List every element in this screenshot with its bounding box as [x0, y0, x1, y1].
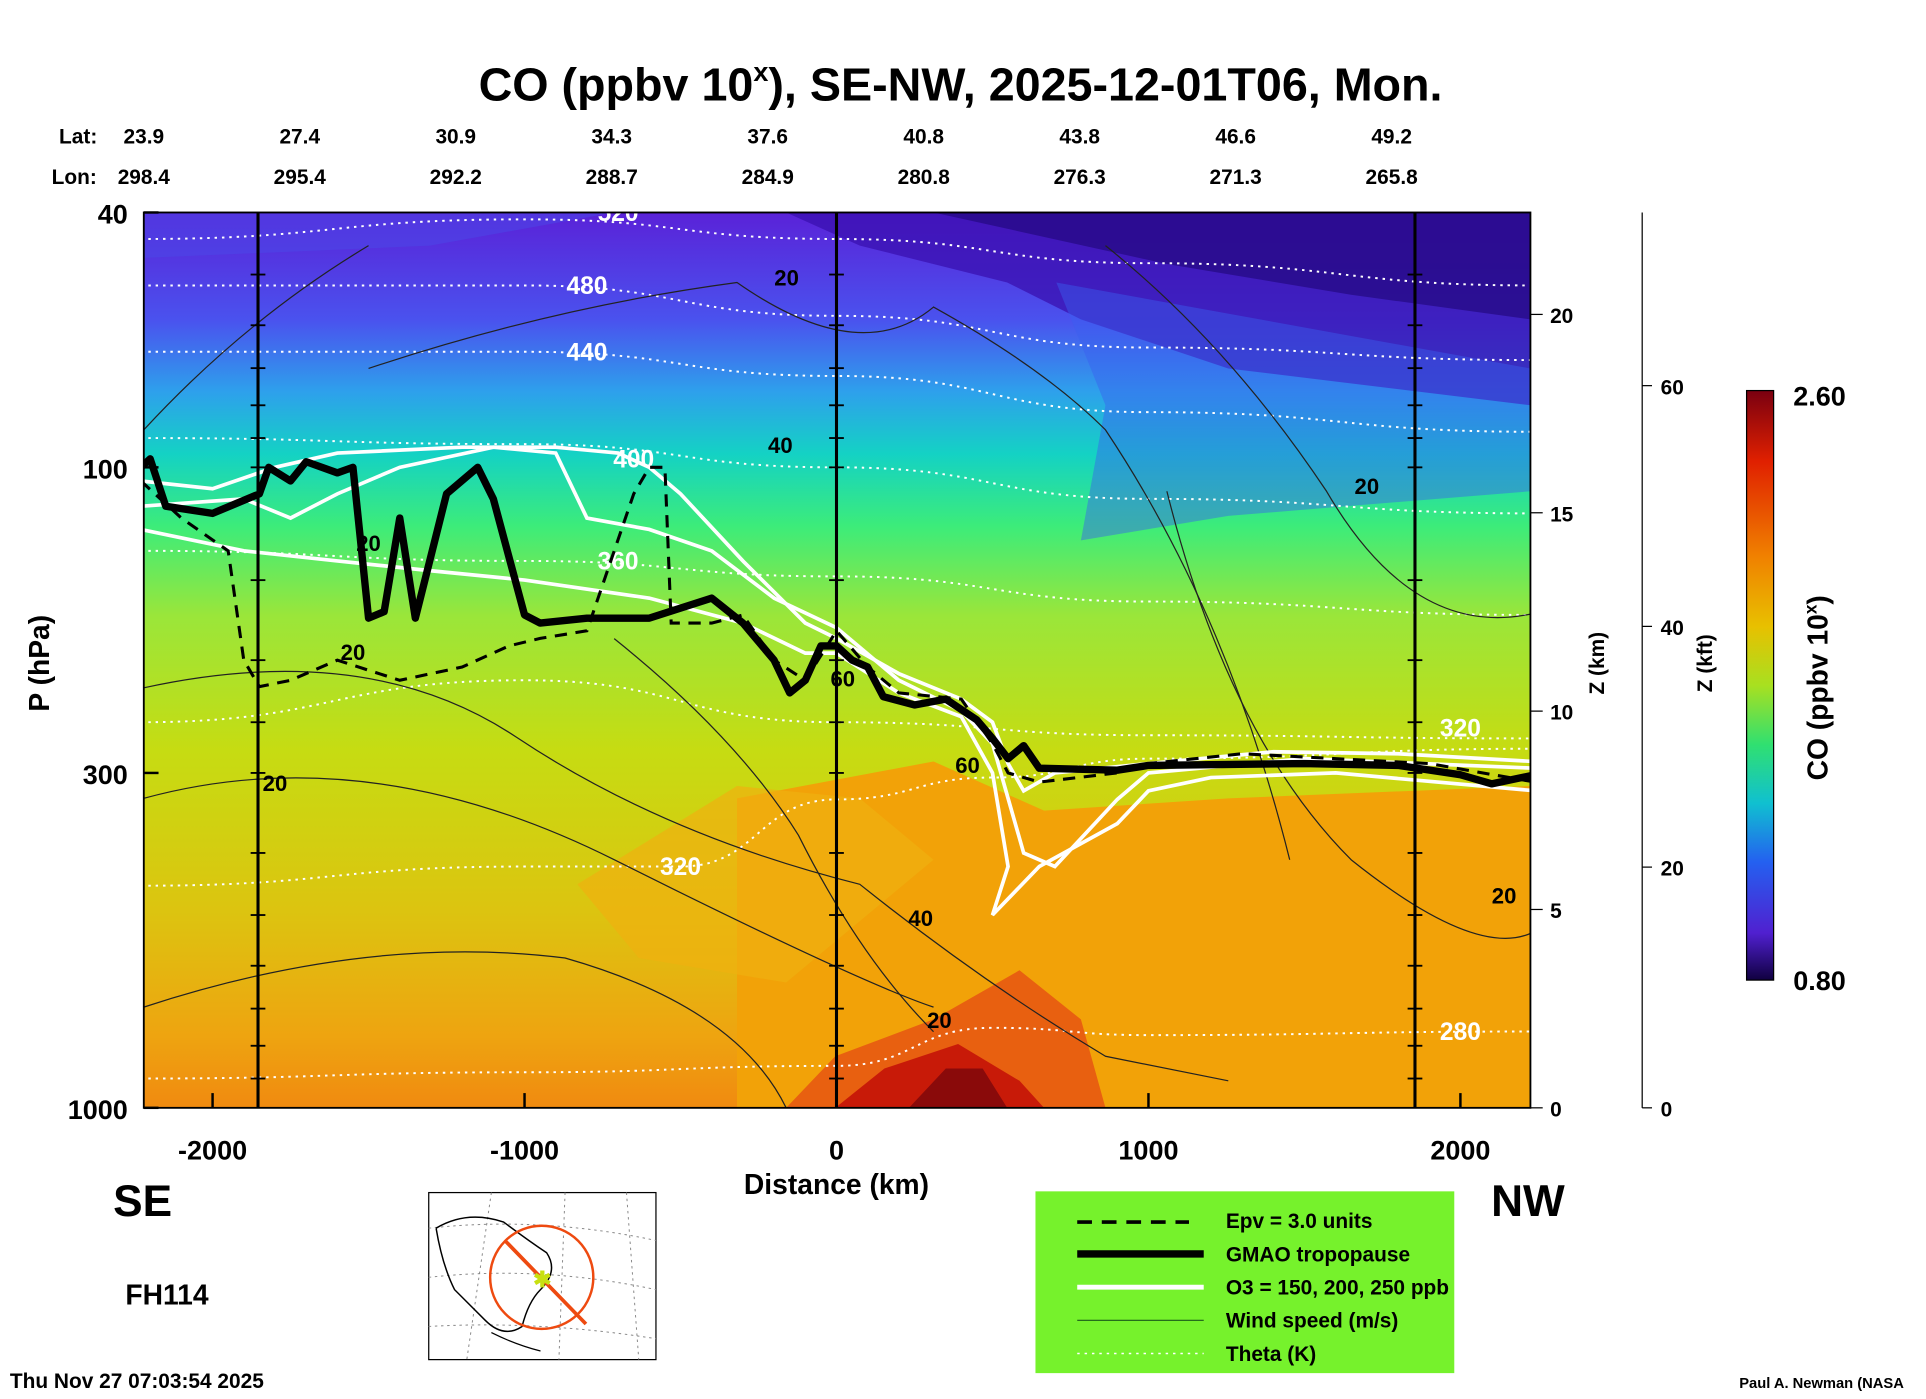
se-label: SE — [113, 1177, 172, 1226]
theta-label: 480 — [566, 273, 607, 300]
x-axis-label: Distance (km) — [744, 1168, 929, 1200]
location-map-inset: ✱ — [428, 1191, 657, 1361]
theta-contour-280 — [143, 1026, 1531, 1080]
y-tick-label: 40 — [98, 200, 128, 230]
lon-value: 288.7 — [586, 166, 638, 189]
theta-contour-440 — [143, 350, 1531, 433]
wind-speed-label: 40 — [768, 433, 793, 458]
wind-speed-label: 20 — [1355, 474, 1380, 499]
lat-label: Lat: — [59, 126, 97, 149]
theta-contour-320 — [143, 747, 1531, 887]
z-kft-tick-label: 60 — [1661, 376, 1684, 399]
legend-item-epv: Epv = 3.0 units — [1226, 1210, 1373, 1233]
lon-value: 284.9 — [742, 166, 794, 189]
forecast-hour: FH114 — [125, 1278, 208, 1310]
lat-value: 40.8 — [903, 126, 944, 149]
z-km-tick-label: 10 — [1550, 702, 1573, 725]
theta-contour-360 — [143, 549, 1531, 616]
z-km-tick-label: 20 — [1550, 305, 1573, 328]
wind-speed-label: 40 — [908, 906, 933, 931]
wind-speed-label: 60 — [830, 667, 855, 692]
lon-value: 295.4 — [274, 166, 327, 189]
theta-label: 360 — [598, 549, 639, 576]
lat-lon-row: 23.9 298.4 27.4 295.4 30.9 292.2 34.3 288.7 37.6… — [118, 126, 1418, 190]
lat-value: 49.2 — [1371, 126, 1412, 149]
z-kft-tick-label: 20 — [1661, 858, 1684, 881]
credit: Paul A. Newman (NASA — [1739, 1376, 1904, 1392]
lat-value: 23.9 — [123, 126, 164, 149]
colorbar-label: CO (ppbv 10x) — [1801, 595, 1834, 780]
lon-value: 271.3 — [1210, 166, 1262, 189]
lat-value: 34.3 — [591, 126, 632, 149]
wind-speed-label: 20 — [774, 265, 799, 290]
x-tick-label: 0 — [829, 1135, 844, 1165]
lon-value: 292.2 — [430, 166, 482, 189]
legend-item-wind: Wind speed (m/s) — [1226, 1310, 1399, 1333]
colorbar-max: 2.60 — [1793, 381, 1846, 411]
theta-contour-320 — [143, 679, 1531, 740]
y-axis-label: P (hPa) — [23, 615, 55, 712]
colorbar-min: 0.80 — [1793, 966, 1846, 996]
theta-contour-400 — [143, 437, 1531, 515]
wind-speed-label: 20 — [356, 531, 381, 556]
epv-contour — [143, 465, 1531, 784]
y-tick-label: 1000 — [68, 1095, 128, 1125]
lat-value: 27.4 — [279, 126, 320, 149]
wind-speed-label: 20 — [263, 771, 288, 796]
legend-item-theta: Theta (K) — [1226, 1343, 1316, 1366]
theta-label: 520 — [598, 200, 639, 227]
wind-speed-label: 20 — [341, 640, 366, 665]
x-tick-label: -2000 — [178, 1135, 247, 1165]
wind-speed-label: 60 — [955, 753, 980, 778]
z-kft-axis-label: Z (kft) — [1694, 634, 1717, 692]
tropopause-line — [143, 455, 1531, 788]
z-km-tick-label: 0 — [1550, 1098, 1562, 1121]
z-km-axis-label: Z (km) — [1586, 632, 1609, 695]
wind-speed-label: 20 — [1492, 884, 1517, 909]
z-km-tick-label: 15 — [1550, 503, 1574, 526]
map-range-circle — [488, 1224, 595, 1331]
lat-value: 43.8 — [1059, 126, 1100, 149]
map-center-star: ✱ — [533, 1267, 552, 1292]
lat-value: 37.6 — [747, 126, 788, 149]
theta-label: 320 — [660, 854, 701, 881]
theta-label: 280 — [1440, 1019, 1481, 1046]
y-tick-label: 100 — [83, 454, 128, 484]
legend: Epv = 3.0 units GMAO tropopause O3 = 150… — [1035, 1191, 1455, 1374]
theta-contour-520 — [143, 218, 1531, 287]
lat-value: 30.9 — [435, 126, 476, 149]
legend-item-tropopause: GMAO tropopause — [1226, 1243, 1410, 1266]
theta-label: 320 — [1440, 715, 1481, 742]
z-km-tick-label: 5 — [1550, 900, 1562, 923]
y-tick-label: 300 — [83, 760, 128, 790]
timestamp: Thu Nov 27 07:03:54 2025 — [10, 1370, 264, 1393]
theta-label: 440 — [566, 339, 607, 366]
lon-value: 265.8 — [1366, 166, 1418, 189]
lon-value: 298.4 — [118, 166, 171, 189]
x-tick-label: -1000 — [490, 1135, 559, 1165]
legend-item-o3: O3 = 150, 200, 250 ppb — [1226, 1277, 1449, 1300]
x-tick-label: 1000 — [1118, 1135, 1178, 1165]
x-tick-label: 2000 — [1430, 1135, 1490, 1165]
lon-label: Lon: — [52, 166, 97, 189]
lon-value: 280.8 — [898, 166, 950, 189]
nw-label: NW — [1491, 1177, 1565, 1226]
chart-title: CO (ppbv 10x), SE-NW, 2025-12-01T06, Mon… — [479, 57, 1443, 111]
z-kft-tick-label: 40 — [1661, 617, 1684, 640]
colorbar — [1745, 389, 1775, 981]
lat-value: 46.6 — [1215, 126, 1256, 149]
lon-value: 276.3 — [1054, 166, 1106, 189]
z-kft-tick-label: 0 — [1661, 1098, 1673, 1121]
wind-speed-label: 20 — [927, 1008, 952, 1033]
